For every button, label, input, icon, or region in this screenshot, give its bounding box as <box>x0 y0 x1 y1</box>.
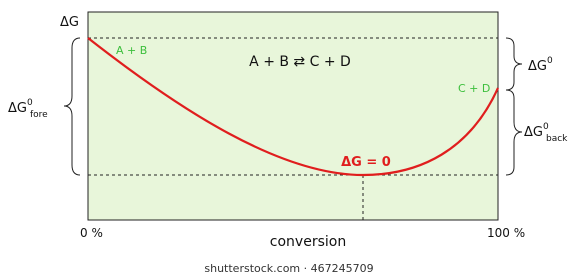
minimum-label: ΔG = 0 <box>341 155 391 170</box>
total-sup: 0 <box>547 56 553 66</box>
end-label: C + D <box>458 82 490 95</box>
x-start: 0 % <box>80 226 103 240</box>
equation: A + B ⇄ C + D <box>249 54 351 70</box>
right-bottom-brace <box>505 89 523 176</box>
forward-sub: fore <box>30 110 48 120</box>
left-brace <box>63 37 81 176</box>
x-label: conversion <box>270 234 346 250</box>
x-end: 100 % <box>487 226 525 240</box>
total-label: ΔG0 <box>528 56 553 74</box>
plot-area <box>87 11 499 221</box>
backward-sup: 0 <box>543 122 549 132</box>
total-base: ΔG <box>528 59 547 74</box>
footer: shutterstock.com · 467245709 <box>204 262 373 275</box>
start-label: A + B <box>116 44 147 57</box>
backward-label: ΔG0 back <box>524 122 568 144</box>
forward-label: ΔG0 fore <box>8 98 48 120</box>
right-top-brace <box>505 37 523 91</box>
energy-curve <box>87 37 500 177</box>
forward-base: ΔG <box>8 101 27 116</box>
backward-base: ΔG <box>524 125 543 140</box>
forward-sup: 0 <box>27 98 33 108</box>
backward-sub: back <box>546 134 568 144</box>
y-label: ΔG <box>60 15 79 30</box>
